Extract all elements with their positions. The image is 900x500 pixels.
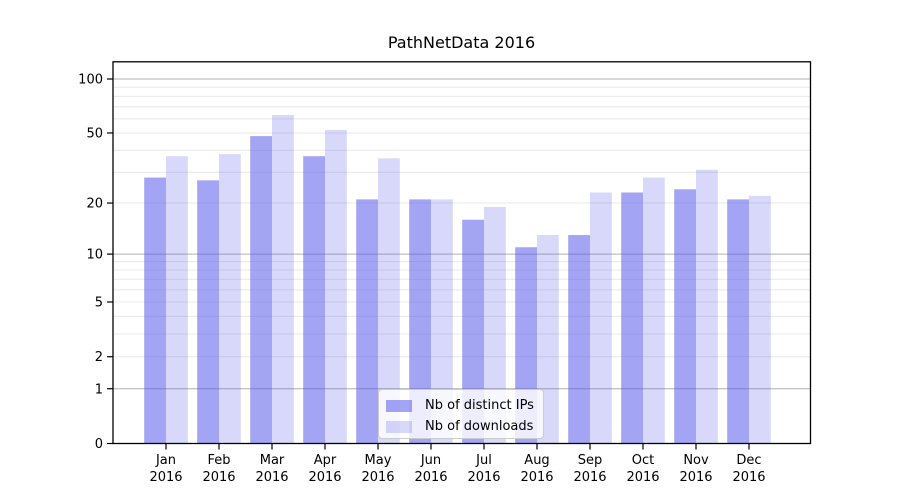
bar-downloads-oct: [643, 177, 665, 444]
x-tick-label-year: 2016: [520, 470, 553, 485]
x-tick-label-year: 2016: [202, 470, 235, 485]
axes-frame: [112, 61, 812, 445]
x-tick-label-year: 2016: [255, 470, 288, 485]
x-tick-label-year: 2016: [732, 470, 765, 485]
bar-distinct-ips-jun: [409, 199, 431, 444]
x-tick-label-month: Aug: [524, 453, 549, 468]
x-tick-label-month: Sep: [578, 453, 603, 468]
x-tick-label-month: Mar: [260, 453, 285, 468]
x-tick-label-year: 2016: [361, 470, 394, 485]
x-tick-label-year: 2016: [149, 470, 182, 485]
y-tick-label: 20: [86, 197, 103, 212]
legend-entry-distinct-ips: Nb of distinct IPs: [386, 396, 543, 415]
bar-downloads-may: [378, 158, 400, 444]
bar-downloads-sep: [590, 192, 612, 444]
legend-swatch-distinct-ips: [386, 399, 412, 412]
bar-distinct-ips-may: [356, 199, 378, 444]
bar-downloads-feb: [219, 154, 241, 444]
x-tick-label-month: Jul: [475, 453, 492, 468]
x-tick-label-month: Feb: [207, 453, 230, 468]
x-tick-label-month: Jun: [420, 453, 441, 468]
x-tick-label-month: Apr: [314, 453, 337, 468]
bar-distinct-ips-nov: [674, 189, 696, 444]
bar-downloads-nov: [696, 169, 718, 444]
bar-downloads-mar: [272, 115, 294, 444]
x-tick-label-year: 2016: [679, 470, 712, 485]
bar-distinct-ips-oct: [621, 192, 643, 444]
legend-label-distinct-ips: Nb of distinct IPs: [425, 398, 534, 413]
bar-downloads-dec: [749, 195, 771, 444]
x-tick-label-year: 2016: [573, 470, 606, 485]
legend-entry-downloads: Nb of downloads: [386, 417, 543, 436]
bar-distinct-ips-jan: [144, 177, 166, 444]
bar-distinct-ips-sep: [568, 235, 590, 444]
bar-downloads-jan: [166, 156, 188, 444]
y-tick-label: 100: [78, 73, 103, 88]
x-tick-label-year: 2016: [308, 470, 341, 485]
y-tick-label: 0: [95, 437, 103, 452]
x-tick-label-year: 2016: [626, 470, 659, 485]
y-tick-label: 1: [95, 382, 103, 397]
x-tick-label-month: Dec: [736, 453, 761, 468]
chart-title: PathNetData 2016: [387, 33, 536, 52]
x-tick-label-year: 2016: [467, 470, 500, 485]
legend-swatch-downloads: [386, 420, 412, 433]
x-tick-label-month: May: [365, 453, 392, 468]
y-tick-label: 2: [95, 350, 103, 365]
x-tick-label-year: 2016: [414, 470, 447, 485]
bar-distinct-ips-dec: [727, 199, 749, 444]
legend-label-downloads: Nb of downloads: [425, 419, 534, 434]
bar-downloads-jul: [484, 206, 506, 444]
y-tick-label: 10: [86, 248, 103, 263]
bar-downloads-jun: [431, 199, 453, 444]
y-tick-label: 50: [86, 126, 103, 141]
y-tick-label: 5: [95, 295, 103, 310]
x-tick-label-month: Nov: [683, 453, 709, 468]
x-tick-label-month: Oct: [632, 453, 654, 468]
bar-distinct-ips-feb: [197, 180, 219, 444]
bar-distinct-ips-mar: [250, 136, 272, 444]
x-tick-label-month: Jan: [155, 453, 176, 468]
bar-downloads-apr: [325, 129, 347, 444]
bar-distinct-ips-jul: [462, 219, 484, 444]
legend: Nb of distinct IPs Nb of downloads: [378, 389, 544, 439]
bar-distinct-ips-apr: [303, 156, 325, 444]
